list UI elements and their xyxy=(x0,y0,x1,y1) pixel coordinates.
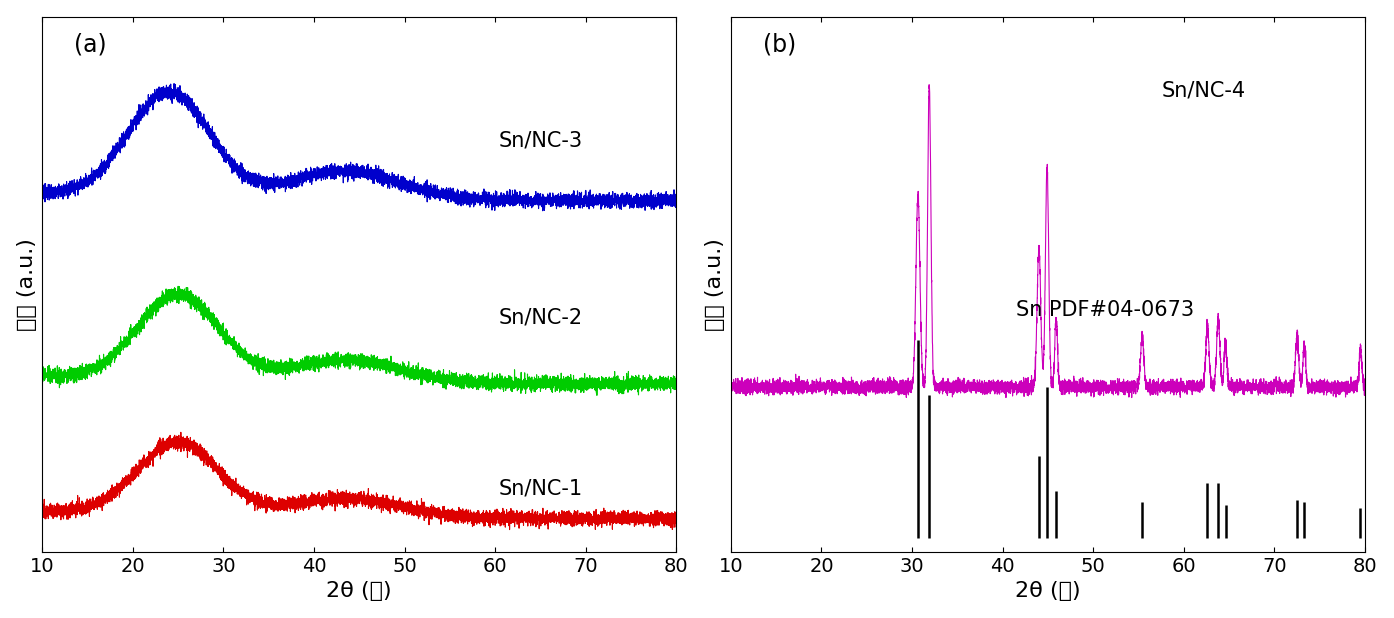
Text: Sn PDF#04-0673: Sn PDF#04-0673 xyxy=(1016,300,1195,320)
Text: Sn/NC-1: Sn/NC-1 xyxy=(499,478,583,498)
Y-axis label: 强度 (a.u.): 强度 (a.u.) xyxy=(705,238,725,331)
Text: (b): (b) xyxy=(763,33,796,57)
Text: (a): (a) xyxy=(74,33,106,57)
Y-axis label: 强度 (a.u.): 强度 (a.u.) xyxy=(17,238,36,331)
X-axis label: 2θ (度): 2θ (度) xyxy=(326,582,392,601)
X-axis label: 2θ (度): 2θ (度) xyxy=(1015,582,1080,601)
Text: Sn/NC-3: Sn/NC-3 xyxy=(499,130,583,150)
Text: Sn/NC-2: Sn/NC-2 xyxy=(499,307,583,327)
Text: Sn/NC-4: Sn/NC-4 xyxy=(1163,81,1246,101)
